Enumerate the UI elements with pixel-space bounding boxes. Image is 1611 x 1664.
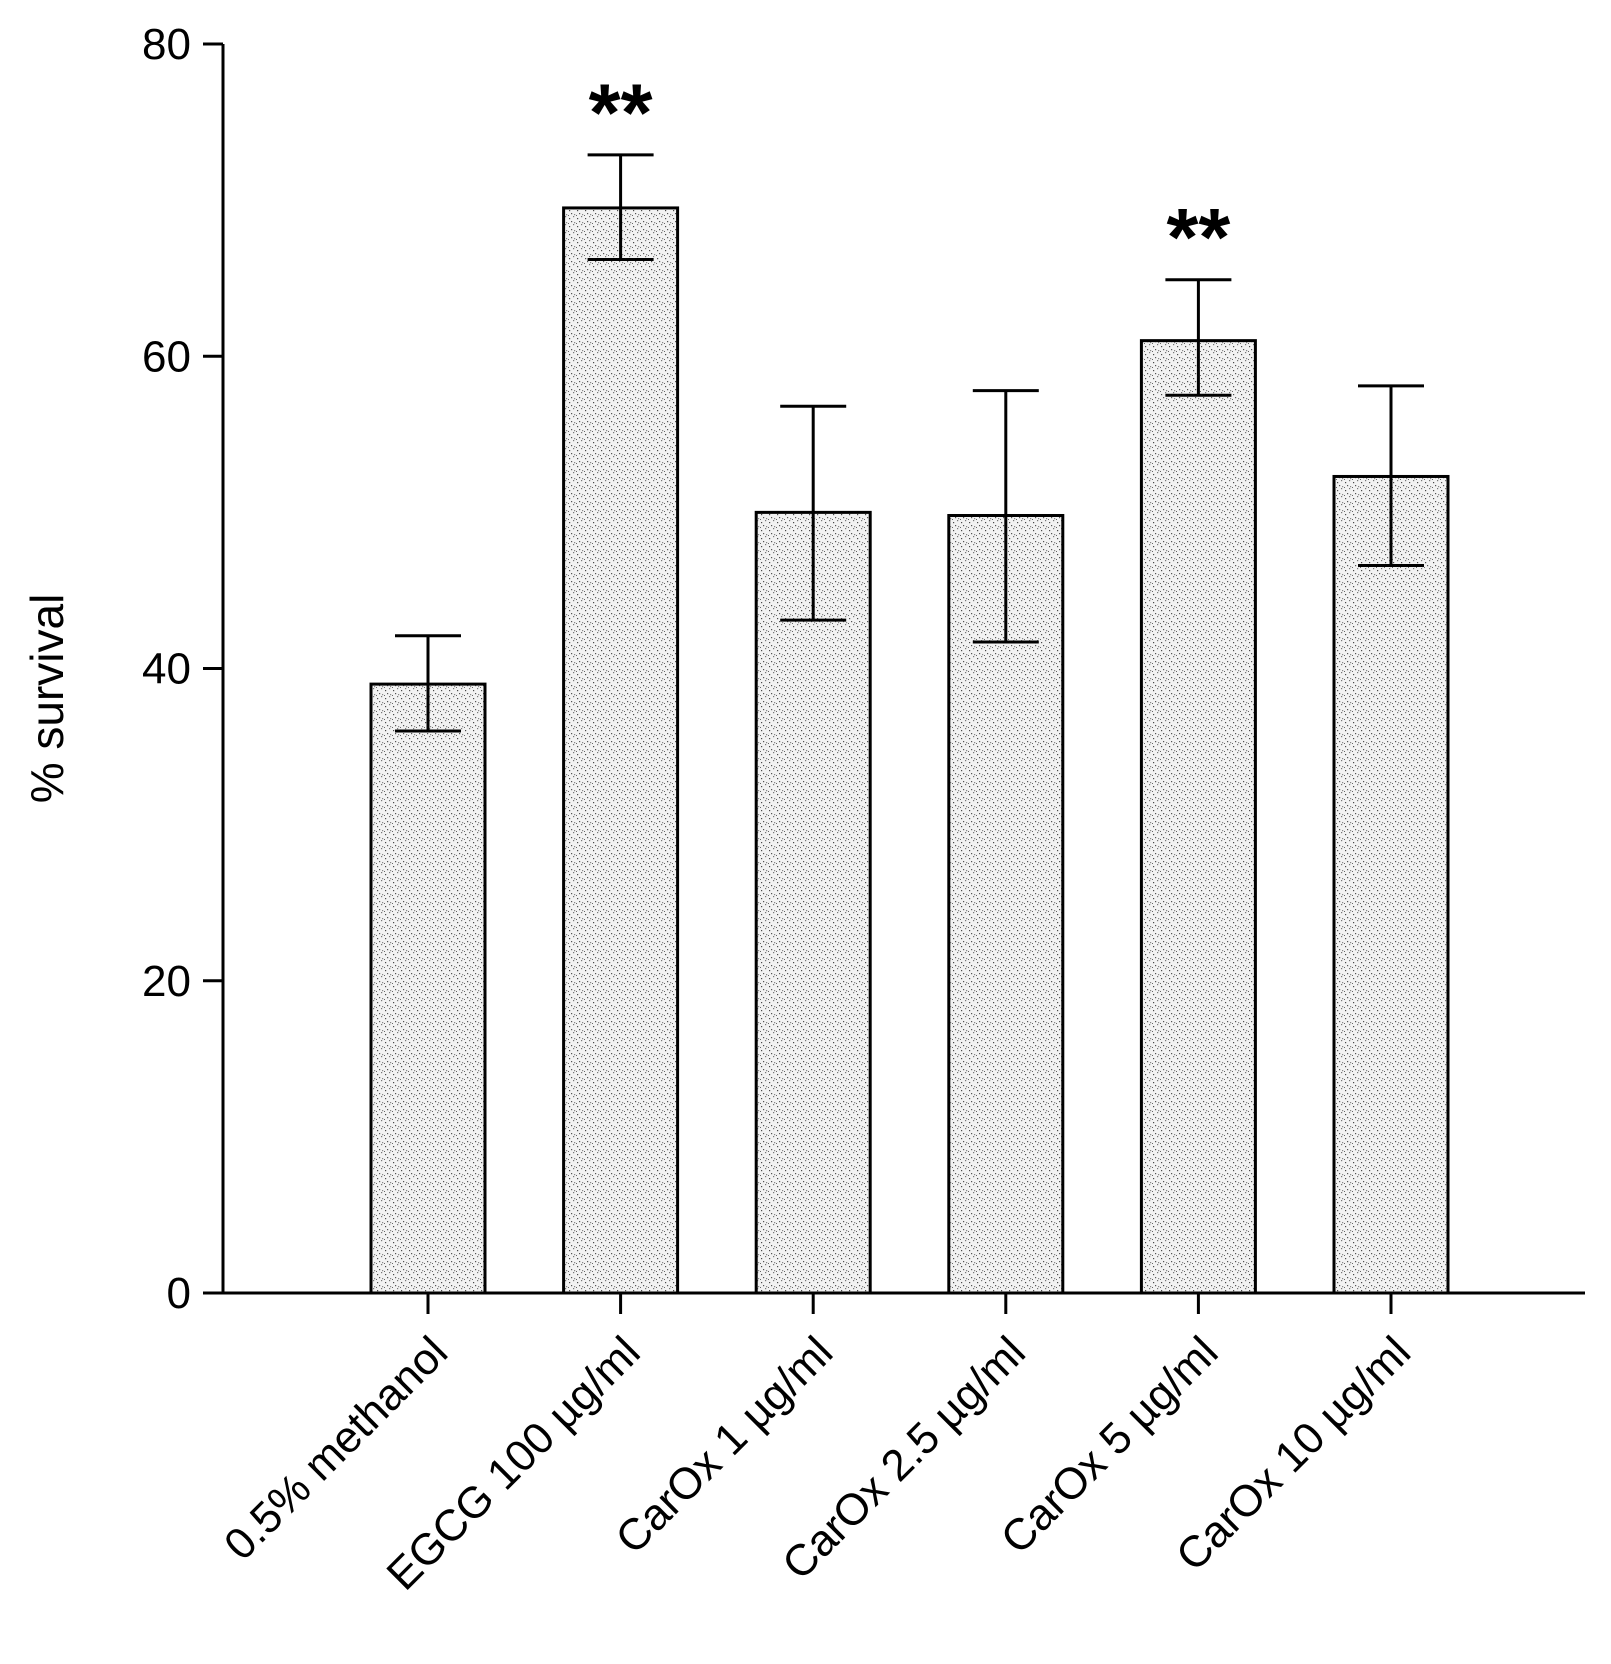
y-tick-label: 20	[142, 957, 191, 1006]
bar	[562, 206, 680, 1295]
bars	[369, 153, 1450, 1295]
y-tick-label: 80	[142, 20, 191, 69]
y-tick-label: 40	[142, 645, 191, 694]
bar	[1332, 474, 1450, 1295]
bar	[369, 682, 487, 1295]
bar	[1139, 339, 1257, 1295]
significance-marker: **	[1166, 193, 1230, 284]
significance-marker: **	[589, 68, 653, 159]
y-axis-title: % survival	[21, 594, 73, 804]
bar	[754, 510, 872, 1295]
y-tick-label: 0	[167, 1269, 191, 1318]
y-tick-label: 60	[142, 332, 191, 381]
